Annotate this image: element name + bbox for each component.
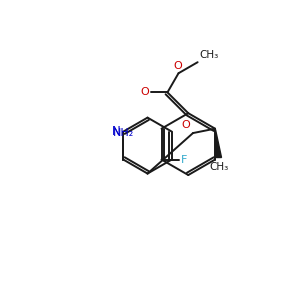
Text: O: O: [140, 87, 149, 98]
Text: N: N: [112, 125, 120, 138]
Text: F: F: [181, 154, 187, 165]
Text: O: O: [182, 119, 190, 130]
Text: CH₃: CH₃: [200, 50, 219, 60]
Text: CH₃: CH₃: [210, 162, 229, 172]
Text: O: O: [173, 61, 182, 71]
Polygon shape: [215, 129, 221, 157]
Text: NH₂: NH₂: [113, 128, 134, 138]
